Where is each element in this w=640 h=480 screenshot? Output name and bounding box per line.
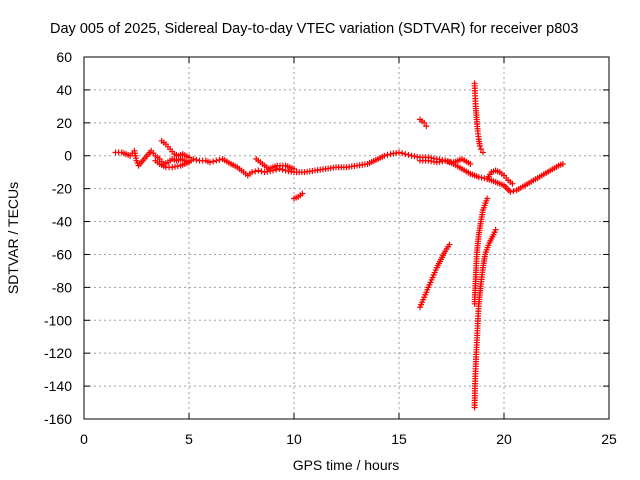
data-point bbox=[258, 168, 265, 175]
data-point bbox=[446, 241, 453, 248]
y-tick-label: 40 bbox=[56, 82, 72, 98]
data-point bbox=[402, 151, 409, 158]
data-point bbox=[421, 119, 428, 126]
plot-frame bbox=[83, 56, 610, 420]
data-point bbox=[477, 146, 484, 153]
data-point bbox=[480, 149, 486, 156]
series-6 bbox=[417, 156, 474, 167]
series-7 bbox=[471, 80, 486, 156]
data-point bbox=[423, 123, 430, 130]
y-tick-label: 0 bbox=[64, 148, 72, 164]
data-point bbox=[252, 168, 259, 175]
y-tick-label: -20 bbox=[52, 181, 72, 197]
data-point bbox=[190, 156, 197, 163]
data-points bbox=[112, 80, 566, 411]
x-axis-label: GPS time / hours bbox=[293, 457, 400, 473]
data-point bbox=[186, 159, 192, 166]
data-point bbox=[484, 195, 491, 202]
series-11 bbox=[484, 167, 516, 187]
data-point bbox=[255, 167, 262, 174]
x-tick-label: 5 bbox=[185, 431, 193, 447]
data-point bbox=[291, 165, 297, 172]
y-tick-label: -120 bbox=[44, 345, 72, 361]
series-5 bbox=[417, 116, 430, 130]
y-axis-label: SDTVAR / TECUs bbox=[5, 182, 21, 294]
data-point bbox=[492, 226, 499, 233]
chart-title: Day 005 of 2025, Sidereal Day-to-day VTE… bbox=[50, 21, 578, 37]
x-tick-label: 0 bbox=[80, 431, 88, 447]
data-point bbox=[396, 149, 402, 156]
series-9 bbox=[471, 226, 499, 411]
data-point bbox=[476, 142, 483, 149]
y-tick-label: -140 bbox=[44, 378, 72, 394]
y-tick-label: -60 bbox=[52, 246, 72, 262]
series-10 bbox=[471, 195, 491, 307]
y-tick-label: -40 bbox=[52, 214, 72, 230]
data-point bbox=[216, 156, 223, 163]
data-point bbox=[384, 151, 391, 158]
data-point bbox=[559, 160, 566, 167]
x-tick-label: 10 bbox=[286, 431, 302, 447]
data-point bbox=[207, 159, 213, 166]
data-point bbox=[213, 157, 220, 164]
x-axis-ticks: 0 5 10 15 20 25 bbox=[80, 57, 617, 447]
x-tick-label: 20 bbox=[496, 431, 512, 447]
y-tick-label: -100 bbox=[44, 312, 72, 328]
data-point bbox=[405, 151, 412, 158]
data-point bbox=[467, 160, 474, 167]
x-tick-label: 15 bbox=[391, 431, 407, 447]
chart-grid bbox=[84, 57, 609, 419]
data-point bbox=[507, 188, 514, 195]
series-3 bbox=[253, 156, 297, 172]
data-point bbox=[273, 166, 280, 173]
series-8 bbox=[417, 241, 453, 311]
data-point bbox=[510, 188, 517, 195]
data-point bbox=[399, 150, 406, 157]
series-1 bbox=[158, 137, 192, 161]
data-point bbox=[276, 165, 283, 172]
y-axis-ticks: -160 -140 -120 -100 -80 -60 -40 -20 0 20 40 60 bbox=[44, 49, 609, 427]
data-point bbox=[509, 180, 516, 187]
series-2 bbox=[152, 157, 192, 171]
data-point bbox=[249, 169, 255, 176]
y-tick-label: -160 bbox=[44, 411, 72, 427]
data-point bbox=[210, 158, 217, 165]
data-point bbox=[299, 190, 306, 197]
x-tick-label: 25 bbox=[601, 431, 617, 447]
data-point bbox=[381, 152, 388, 159]
y-tick-label: 20 bbox=[56, 115, 72, 131]
y-tick-label: -80 bbox=[52, 279, 72, 295]
series-4 bbox=[291, 190, 306, 202]
data-point bbox=[193, 156, 200, 163]
y-tick-label: 60 bbox=[56, 49, 72, 65]
